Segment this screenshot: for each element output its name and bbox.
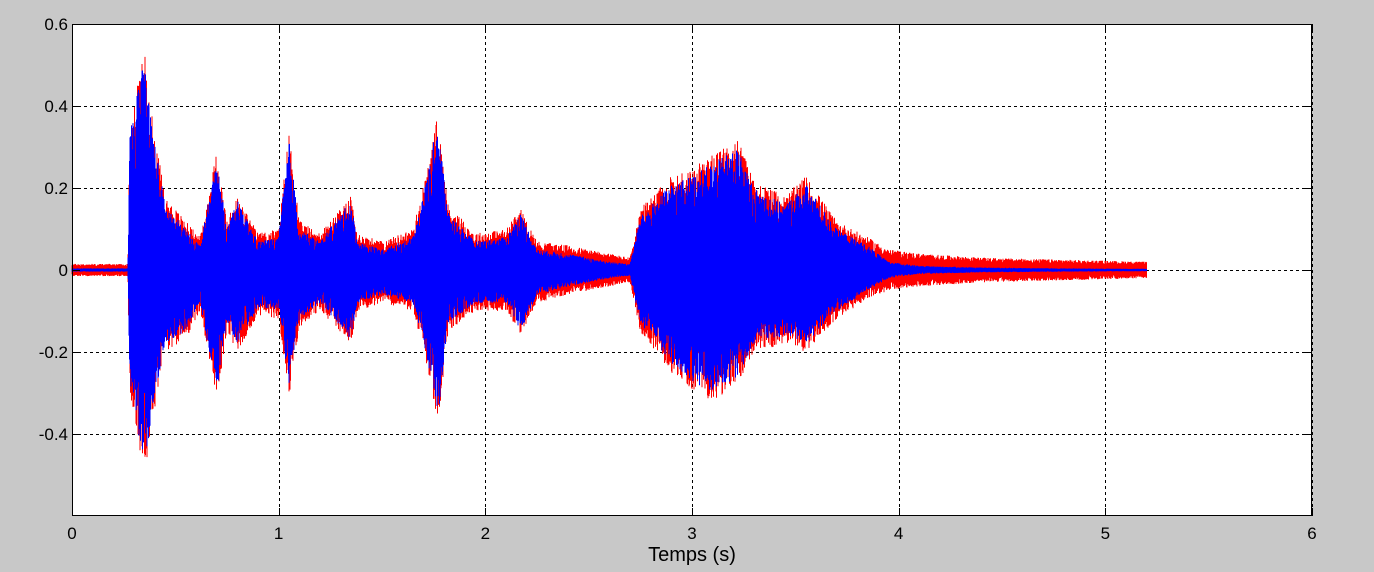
y-tick-label: 0.4 [44,97,68,116]
series-layer [71,56,1147,458]
x-tick-label: 2 [481,524,490,543]
x-tick-label: 6 [1307,524,1316,543]
x-tick-label: 0 [67,524,76,543]
plot-area [71,24,1313,516]
x-tick-label: 3 [687,524,696,543]
y-tick-labels: -0.4 -0.2 0 0.2 0.4 0.6 [39,15,68,444]
x-axis-label: Temps (s) [648,544,736,566]
y-tick-label: 0 [59,261,68,280]
axis-ticks [72,24,1313,516]
y-tick-label: 0.2 [44,179,68,198]
y-tick-label: 0.6 [44,15,68,34]
y-tick-label: -0.2 [39,343,68,362]
x-tick-label: 5 [1101,524,1110,543]
x-tick-labels: 0 1 2 3 4 5 6 [67,524,1316,543]
y-tick-label: -0.4 [39,425,68,444]
x-tick-label: 4 [894,524,903,543]
x-tick-label: 1 [274,524,283,543]
